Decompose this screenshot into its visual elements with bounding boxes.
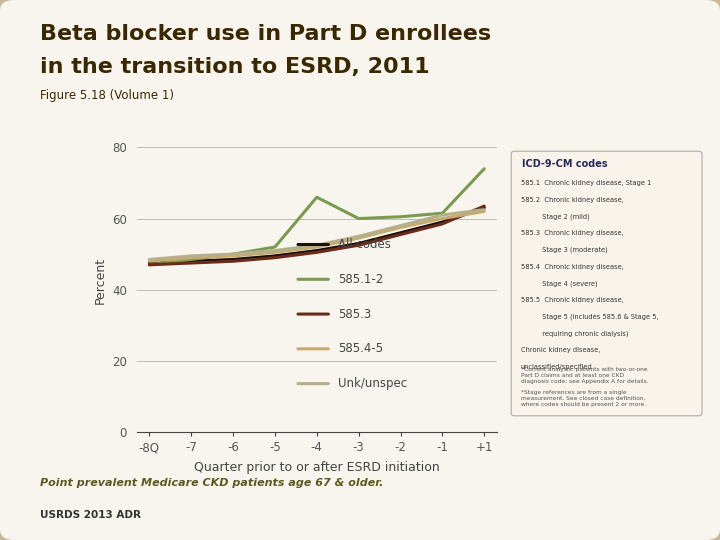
Text: 585.2  Chronic kidney disease,: 585.2 Chronic kidney disease,	[521, 197, 624, 202]
Text: Figure 5.18 (Volume 1): Figure 5.18 (Volume 1)	[40, 89, 174, 102]
Text: in the transition to ESRD, 2011: in the transition to ESRD, 2011	[40, 57, 429, 77]
Text: Stage 4 (severe): Stage 4 (severe)	[521, 280, 597, 287]
Text: *Current analysis: patients with two-or-one
Part D claims and at least one CKD
d: *Current analysis: patients with two-or-…	[521, 367, 648, 407]
Text: Stage 5 (includes 585.6 & Stage 5,: Stage 5 (includes 585.6 & Stage 5,	[521, 314, 658, 320]
Y-axis label: Percent: Percent	[94, 257, 107, 305]
Text: requiring chronic dialysis): requiring chronic dialysis)	[521, 330, 628, 337]
Text: 585.4  Chronic kidney disease,: 585.4 Chronic kidney disease,	[521, 264, 624, 269]
Text: Beta blocker use in Part D enrollees: Beta blocker use in Part D enrollees	[40, 24, 491, 44]
Text: 585.4-5: 585.4-5	[338, 342, 384, 355]
Text: Stage 3 (moderate): Stage 3 (moderate)	[521, 247, 607, 253]
Text: 585.5  Chronic kidney disease,: 585.5 Chronic kidney disease,	[521, 297, 624, 303]
Text: 585.3  Chronic kidney disease,: 585.3 Chronic kidney disease,	[521, 230, 624, 236]
Text: Point prevalent Medicare CKD patients age 67 & older.: Point prevalent Medicare CKD patients ag…	[40, 478, 383, 488]
Text: Stage 2 (mild): Stage 2 (mild)	[521, 213, 589, 220]
Text: 585.3: 585.3	[338, 308, 372, 321]
Text: 585.1  Chronic kidney disease, Stage 1: 585.1 Chronic kidney disease, Stage 1	[521, 180, 651, 186]
Text: 585.1-2: 585.1-2	[338, 273, 384, 286]
Text: Unk/unspec: Unk/unspec	[338, 377, 408, 390]
Text: ICD-9-CM codes: ICD-9-CM codes	[522, 159, 608, 170]
Text: unclassified/specified: unclassified/specified	[521, 364, 593, 370]
Text: USRDS 2013 ADR: USRDS 2013 ADR	[40, 510, 140, 521]
Text: Chronic kidney disease,: Chronic kidney disease,	[521, 347, 600, 353]
X-axis label: Quarter prior to or after ESRD initiation: Quarter prior to or after ESRD initiatio…	[194, 461, 440, 474]
Text: All codes: All codes	[338, 238, 391, 251]
